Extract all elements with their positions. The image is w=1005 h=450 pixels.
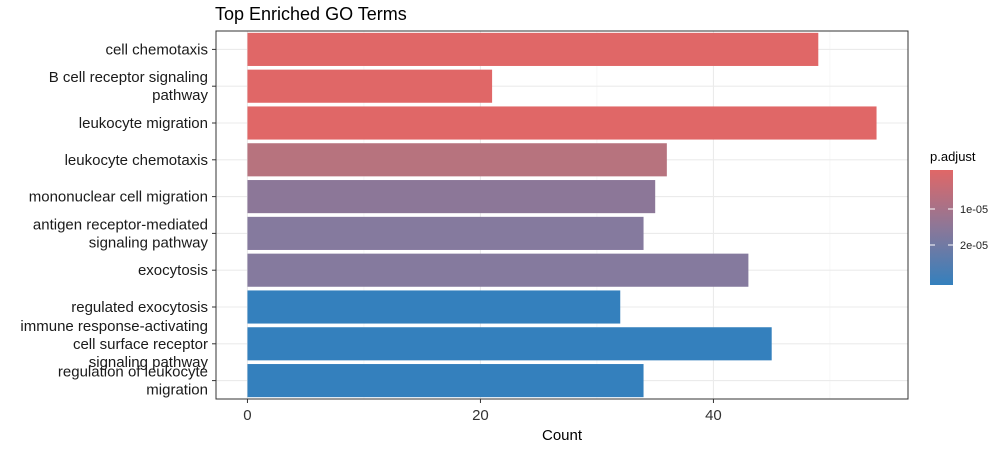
- y-tick-label: mononuclear cell migration: [29, 189, 208, 206]
- y-tick-label: regulation of leukocyte migration: [58, 364, 208, 399]
- x-tick-label: 40: [705, 407, 722, 424]
- y-tick-label: leukocyte migration: [79, 115, 208, 132]
- bar: [247, 180, 656, 214]
- chart-title: Top Enriched GO Terms: [215, 4, 407, 24]
- legend-title: p.adjust: [930, 149, 976, 164]
- bar: [247, 364, 644, 398]
- y-tick-label: immune response-activating cell surface r…: [20, 318, 208, 371]
- bar: [247, 290, 621, 324]
- y-axis-labels: cell chemotaxis B cell receptor signaling…: [20, 41, 208, 398]
- legend-tick-label: 1e-05: [960, 204, 988, 216]
- y-tick-label: B cell receptor signaling pathway: [49, 69, 209, 104]
- x-axis-title: Count: [542, 427, 583, 444]
- legend-tick-label: 2e-05: [960, 240, 988, 252]
- plot-panel-border: [215, 30, 909, 400]
- x-axis: 0 20 40: [243, 399, 722, 424]
- bar: [247, 216, 644, 250]
- y-tick-label: leukocyte chemotaxis: [65, 152, 208, 169]
- y-tick-label: exocytosis: [138, 262, 208, 279]
- x-tick-label: 0: [243, 407, 251, 424]
- x-tick-label: 20: [472, 407, 489, 424]
- bar: [247, 143, 667, 177]
- y-tick-label: regulated exocytosis: [71, 299, 208, 316]
- bar: [247, 327, 772, 361]
- y-axis-ticks: [212, 48, 216, 382]
- bar: [247, 32, 819, 66]
- color-legend: p.adjust 1e-05 2e-05: [930, 149, 988, 285]
- bars-group: [247, 32, 877, 398]
- bar: [247, 69, 493, 103]
- bar: [247, 253, 749, 287]
- legend-colorbar: [930, 170, 953, 285]
- y-tick-label: antigen receptor-mediated signaling pathw…: [33, 216, 209, 251]
- bar: [247, 106, 877, 140]
- y-tick-label: cell chemotaxis: [105, 41, 208, 58]
